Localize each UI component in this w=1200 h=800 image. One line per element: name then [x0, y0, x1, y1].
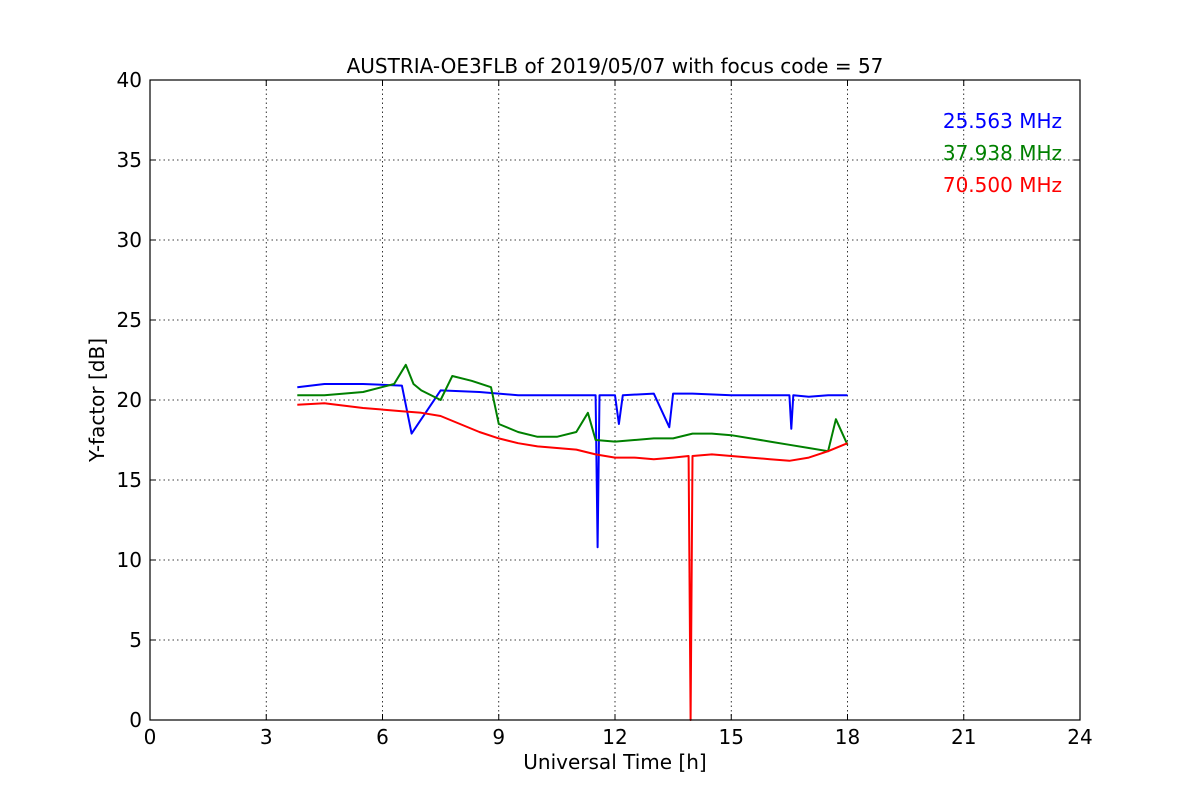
legend-entry-2: 37.938 MHz — [943, 141, 1062, 165]
y-tick-label: 5 — [129, 628, 142, 652]
x-tick-label: 21 — [951, 725, 976, 749]
y-tick-label: 20 — [117, 388, 142, 412]
legend: 25.563 MHz 37.938 MHz 70.500 MHz — [943, 109, 1062, 197]
axis-ticks: 0 3 6 9 12 15 18 21 24 0 5 10 15 20 25 30 35 40 — [117, 68, 1093, 749]
x-tick-label: 3 — [260, 725, 273, 749]
x-tick-label: 24 — [1067, 725, 1092, 749]
series-line-1 — [297, 383, 848, 549]
x-axis-title: Universal Time [h] — [523, 750, 706, 774]
series-line-2 — [297, 363, 849, 453]
y-tick-label: 15 — [117, 468, 142, 492]
legend-entry-3: 70.500 MHz — [943, 173, 1062, 197]
x-tick-label: 12 — [602, 725, 627, 749]
plot-series — [297, 363, 849, 721]
x-tick-label: 6 — [376, 725, 389, 749]
x-tick-label: 15 — [719, 725, 744, 749]
y-tick-label: 30 — [117, 228, 142, 252]
y-tick-label: 25 — [117, 308, 142, 332]
legend-entry-1: 25.563 MHz — [943, 109, 1062, 133]
x-tick-label: 0 — [144, 725, 157, 749]
y-axis-title: Y-factor [dB] — [85, 338, 109, 463]
y-tick-label: 0 — [129, 708, 142, 732]
series-line-3 — [297, 402, 848, 721]
y-tick-label: 40 — [117, 68, 142, 92]
y-tick-label: 35 — [117, 148, 142, 172]
x-tick-label: 9 — [492, 725, 505, 749]
x-tick-label: 18 — [835, 725, 860, 749]
y-tick-label: 10 — [117, 548, 142, 572]
chart-title: AUSTRIA-OE3FLB of 2019/05/07 with focus … — [347, 54, 884, 78]
